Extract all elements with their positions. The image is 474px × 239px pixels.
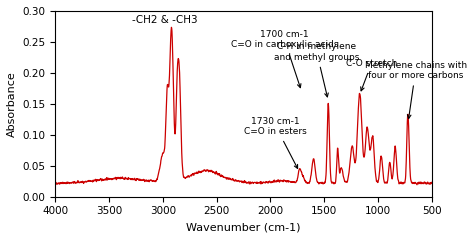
Text: -CH2 & -CH3: -CH2 & -CH3 [132, 15, 198, 25]
Text: 1700 cm-1
C=O in carboxylic acids: 1700 cm-1 C=O in carboxylic acids [231, 30, 338, 88]
Text: Methylene chains with
four or more carbons: Methylene chains with four or more carbo… [365, 61, 467, 119]
Text: C-H in methylene
and methyl groups: C-H in methylene and methyl groups [274, 42, 359, 97]
X-axis label: Wavenumber (cm-1): Wavenumber (cm-1) [186, 222, 301, 232]
Text: 1730 cm-1
C=O in esters: 1730 cm-1 C=O in esters [245, 117, 307, 168]
Y-axis label: Absorbance: Absorbance [7, 71, 17, 137]
Text: C-O stretch: C-O stretch [346, 59, 397, 91]
